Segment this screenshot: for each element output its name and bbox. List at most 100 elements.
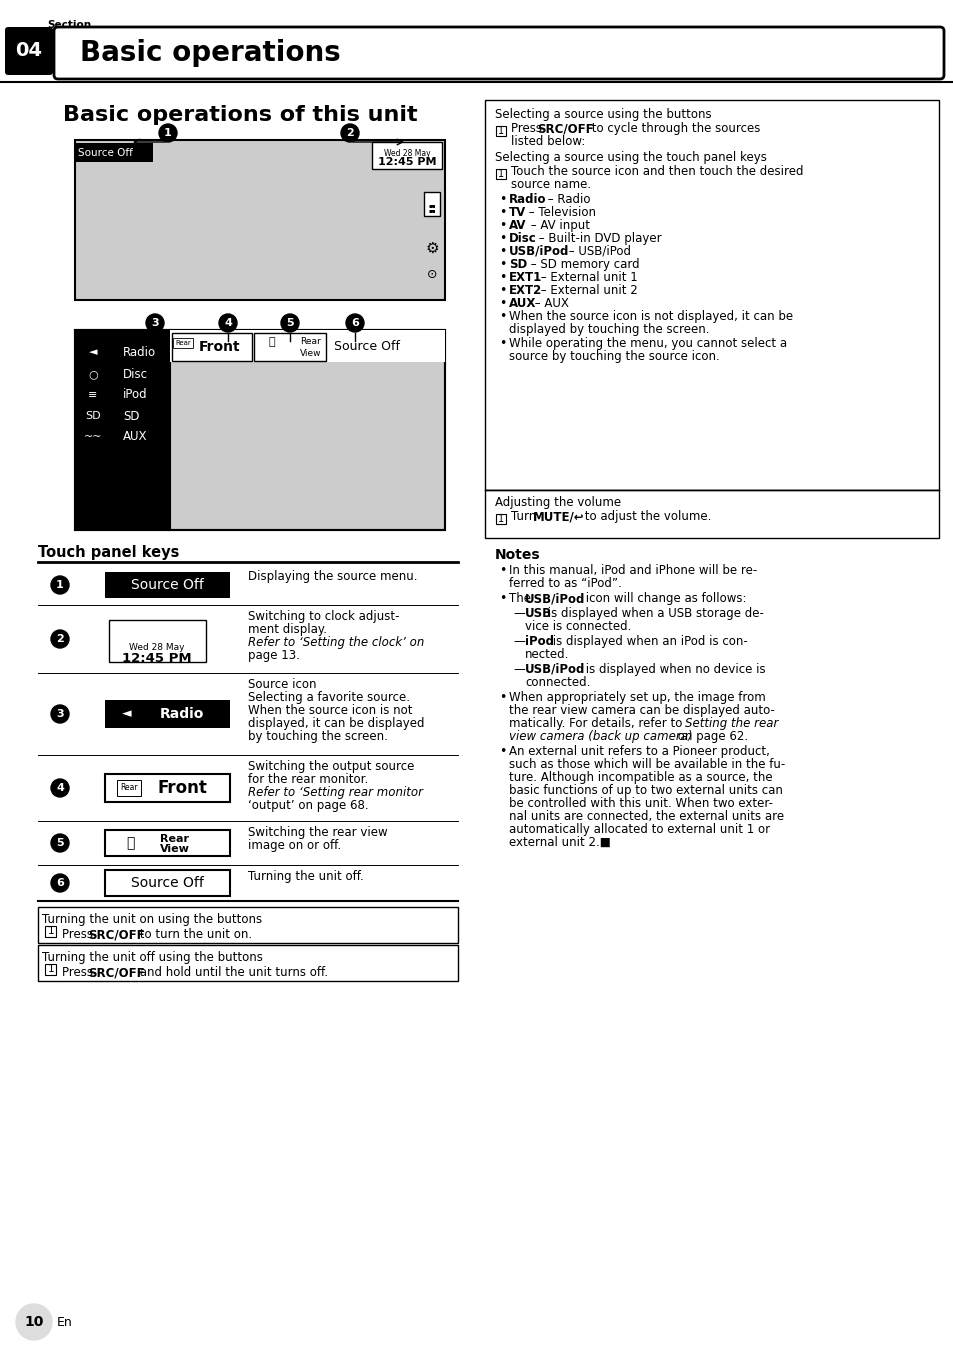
Text: Setting the rear: Setting the rear [684, 717, 778, 730]
Text: •: • [498, 206, 506, 219]
Text: automatically allocated to external unit 1 or: automatically allocated to external unit… [509, 823, 769, 836]
Text: – AV input: – AV input [526, 219, 589, 233]
Circle shape [281, 314, 298, 333]
FancyBboxPatch shape [170, 330, 444, 530]
Circle shape [51, 576, 69, 594]
Text: – Television: – Television [524, 206, 596, 219]
Text: SD: SD [85, 411, 101, 420]
Text: and hold until the unit turns off.: and hold until the unit turns off. [136, 965, 328, 979]
Text: While operating the menu, you cannot select a: While operating the menu, you cannot sel… [509, 337, 786, 350]
Text: connected.: connected. [524, 676, 590, 690]
FancyBboxPatch shape [170, 330, 444, 362]
Text: 5: 5 [286, 318, 294, 329]
Text: Adjusting the volume: Adjusting the volume [495, 496, 620, 508]
Text: ⚙: ⚙ [425, 241, 438, 256]
Text: Radio: Radio [123, 346, 156, 358]
FancyBboxPatch shape [496, 126, 505, 137]
Circle shape [346, 314, 364, 333]
Text: USB: USB [524, 607, 552, 621]
Text: Rear: Rear [160, 834, 190, 844]
Text: Refer to ‘Setting the clock’ on: Refer to ‘Setting the clock’ on [248, 635, 424, 649]
Text: 1: 1 [48, 964, 54, 973]
FancyBboxPatch shape [38, 945, 457, 982]
FancyBboxPatch shape [105, 773, 230, 802]
Text: Section: Section [47, 20, 91, 30]
FancyBboxPatch shape [484, 489, 938, 538]
Text: nal units are connected, the external units are: nal units are connected, the external un… [509, 810, 783, 823]
Text: •: • [498, 564, 506, 577]
Text: En: En [57, 1315, 72, 1329]
Text: ▪▪
▪▪: ▪▪ ▪▪ [428, 203, 436, 214]
Text: such as those which will be available in the fu-: such as those which will be available in… [509, 758, 784, 771]
Text: to adjust the volume.: to adjust the volume. [580, 510, 711, 523]
Text: 10: 10 [24, 1315, 44, 1329]
Text: – Built-in DVD player: – Built-in DVD player [535, 233, 661, 245]
Text: 1: 1 [497, 514, 503, 525]
FancyBboxPatch shape [5, 27, 53, 74]
Text: Refer to ‘Setting rear monitor: Refer to ‘Setting rear monitor [248, 786, 422, 799]
FancyBboxPatch shape [105, 700, 230, 727]
Text: Selecting a favorite source.: Selecting a favorite source. [248, 691, 410, 704]
Circle shape [51, 873, 69, 892]
Text: When appropriately set up, the image from: When appropriately set up, the image fro… [509, 691, 765, 704]
Text: matically. For details, refer to: matically. For details, refer to [509, 717, 685, 730]
Text: iPod: iPod [524, 635, 554, 648]
Text: SRC/OFF: SRC/OFF [537, 122, 593, 135]
Text: to cycle through the sources: to cycle through the sources [587, 122, 760, 135]
Text: An external unit refers to a Pioneer product,: An external unit refers to a Pioneer pro… [509, 745, 769, 758]
Text: Touch the source icon and then touch the desired: Touch the source icon and then touch the… [511, 165, 802, 178]
FancyBboxPatch shape [105, 572, 230, 598]
Text: on page 62.: on page 62. [673, 730, 747, 744]
Text: – AUX: – AUX [531, 297, 568, 310]
Text: ≡: ≡ [89, 389, 97, 400]
Text: Source Off: Source Off [334, 341, 399, 353]
Text: basic functions of up to two external units can: basic functions of up to two external un… [509, 784, 782, 796]
Text: ~~: ~~ [84, 433, 102, 442]
FancyBboxPatch shape [496, 169, 505, 178]
Text: —: — [513, 662, 524, 676]
FancyBboxPatch shape [172, 333, 252, 361]
Text: ‘output’ on page 68.: ‘output’ on page 68. [248, 799, 368, 813]
Text: Turning the unit off.: Turning the unit off. [248, 869, 363, 883]
Text: •: • [498, 270, 506, 284]
FancyBboxPatch shape [75, 143, 152, 162]
Text: vice is connected.: vice is connected. [524, 621, 631, 633]
Text: – External unit 1: – External unit 1 [537, 270, 638, 284]
Text: Disc: Disc [509, 233, 537, 245]
Text: •: • [498, 258, 506, 270]
Text: 5: 5 [56, 838, 64, 848]
Text: •: • [498, 193, 506, 206]
Text: Press: Press [511, 122, 545, 135]
Text: Switching to clock adjust-: Switching to clock adjust- [248, 610, 399, 623]
Text: Press: Press [62, 965, 96, 979]
Text: ferred to as “iPod”.: ferred to as “iPod”. [509, 577, 621, 589]
Text: 🚗: 🚗 [126, 836, 134, 850]
FancyBboxPatch shape [496, 514, 505, 525]
FancyBboxPatch shape [38, 907, 457, 942]
Text: displayed, it can be displayed: displayed, it can be displayed [248, 717, 424, 730]
Text: the rear view camera can be displayed auto-: the rear view camera can be displayed au… [509, 704, 774, 717]
Text: image on or off.: image on or off. [248, 840, 341, 852]
Text: is displayed when a USB storage de-: is displayed when a USB storage de- [543, 607, 763, 621]
Text: Wed 28 May: Wed 28 May [383, 149, 430, 157]
FancyBboxPatch shape [105, 830, 230, 856]
Text: 2: 2 [346, 128, 354, 138]
Text: Notes: Notes [495, 548, 540, 562]
Text: •: • [498, 245, 506, 258]
Text: listed below:: listed below: [511, 135, 585, 147]
Text: ⊙: ⊙ [426, 269, 436, 281]
Text: When the source icon is not displayed, it can be: When the source icon is not displayed, i… [509, 310, 792, 323]
FancyBboxPatch shape [46, 964, 56, 975]
Text: 6: 6 [351, 318, 358, 329]
Text: Turn: Turn [511, 510, 539, 523]
Text: —: — [513, 607, 524, 621]
Text: USB/iPod: USB/iPod [524, 592, 585, 604]
Text: source by touching the source icon.: source by touching the source icon. [509, 350, 719, 362]
Text: to turn the unit on.: to turn the unit on. [136, 927, 252, 941]
Text: view camera (back up camera): view camera (back up camera) [509, 730, 692, 744]
Text: EXT1: EXT1 [509, 270, 541, 284]
Text: View: View [160, 844, 190, 854]
Circle shape [16, 1303, 52, 1340]
Text: When the source icon is not: When the source icon is not [248, 704, 412, 717]
Text: TV: TV [509, 206, 526, 219]
